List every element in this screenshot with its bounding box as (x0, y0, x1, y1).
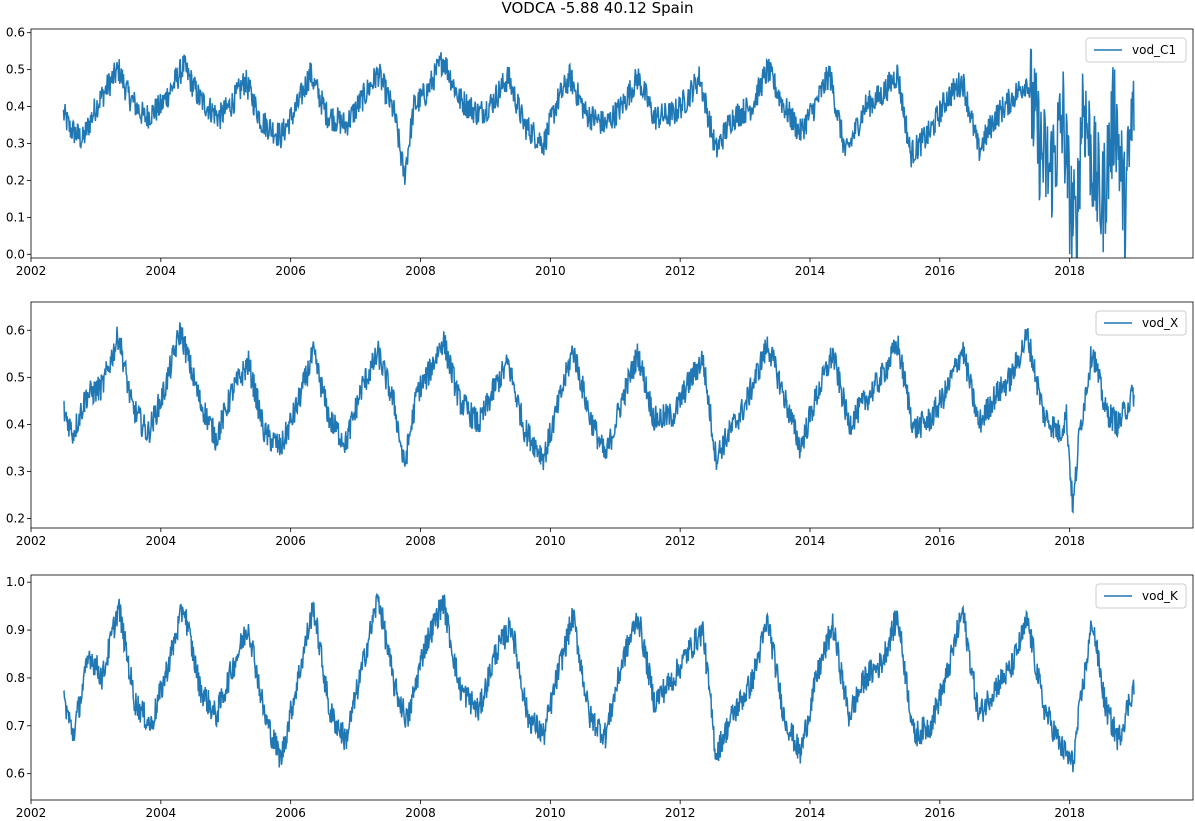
legend: vod_K (1095, 583, 1187, 609)
axes-frame (30, 28, 1194, 259)
x-tick-label: 2008 (405, 534, 436, 548)
x-tick-label: 2002 (16, 806, 47, 820)
x-tick-label: 2012 (665, 264, 696, 278)
x-tick-label: 2002 (16, 264, 47, 278)
axes-frame (30, 574, 1194, 801)
x-tick-label: 2004 (146, 806, 177, 820)
y-tick-label: 0.3 (6, 465, 25, 479)
x-tick-label: 2014 (795, 264, 826, 278)
legend-box (1085, 37, 1187, 63)
y-tick-label: 1.0 (6, 575, 25, 589)
legend-label: vod_X (1142, 316, 1178, 330)
x-tick-label: 2006 (275, 534, 306, 548)
y-tick-label: 0.2 (6, 173, 25, 187)
x-tick-label: 2004 (146, 534, 177, 548)
x-tick-label: 2016 (925, 264, 956, 278)
y-tick-label: 0.4 (6, 100, 25, 114)
y-tick-label: 0.6 (6, 767, 25, 781)
y-tick-label: 0.5 (6, 370, 25, 384)
x-tick-label: 2010 (535, 264, 566, 278)
legend-label: vod_K (1142, 589, 1179, 603)
x-tick-label: 2014 (795, 806, 826, 820)
y-tick-label: 0.8 (6, 671, 25, 685)
panel-2: 2002 2004 2006 2008 2010 2012 2014 2016 2018 0.2 0… (6, 301, 1194, 548)
legend: vod_C1 (1085, 37, 1187, 63)
figure-title: VODCA -5.88 40.12 Spain (501, 0, 694, 17)
y-tick-label: 0.4 (6, 417, 25, 431)
x-tick-label: 2016 (925, 534, 956, 548)
y-tick-label: 0.1 (6, 210, 25, 224)
series-line-vod_C1 (62, 48, 1135, 258)
x-tick-label: 2010 (535, 534, 566, 548)
panel-3: 2002 2004 2006 2008 2010 2012 2014 2016 2018 0.6 0… (6, 574, 1194, 820)
x-tick-label: 2008 (405, 264, 436, 278)
y-tick-label: 0.3 (6, 137, 25, 151)
axes-frame (30, 301, 1194, 529)
legend-label: vod_C1 (1132, 43, 1176, 57)
x-tick-label: 2006 (275, 264, 306, 278)
series-line-vod_K (63, 592, 1135, 773)
panel-1: 2002 2004 2006 2008 2010 2012 2014 2016 2018 0.0 0… (6, 26, 1194, 278)
series-line-vod_X (63, 322, 1135, 515)
y-tick-label: 0.5 (6, 63, 25, 77)
x-tick-label: 2018 (1054, 264, 1085, 278)
x-tick-label: 2010 (535, 806, 566, 820)
x-tick-label: 2006 (275, 806, 306, 820)
x-tick-label: 2014 (795, 534, 826, 548)
x-tick-label: 2018 (1054, 534, 1085, 548)
legend: vod_X (1095, 310, 1187, 336)
legend-box (1095, 310, 1187, 336)
y-tick-label: 0.9 (6, 623, 25, 637)
x-tick-label: 2004 (146, 264, 177, 278)
x-tick-label: 2016 (925, 806, 956, 820)
y-tick-label: 0.2 (6, 512, 25, 526)
x-tick-label: 2018 (1054, 806, 1085, 820)
y-tick-label: 0.6 (6, 323, 25, 337)
y-tick-label: 0.0 (6, 247, 25, 261)
x-tick-label: 2008 (405, 806, 436, 820)
y-tick-label: 0.6 (6, 26, 25, 40)
x-tick-label: 2002 (16, 534, 47, 548)
legend-box (1095, 583, 1187, 609)
x-tick-label: 2012 (665, 534, 696, 548)
x-tick-label: 2012 (665, 806, 696, 820)
y-tick-label: 0.7 (6, 719, 25, 733)
